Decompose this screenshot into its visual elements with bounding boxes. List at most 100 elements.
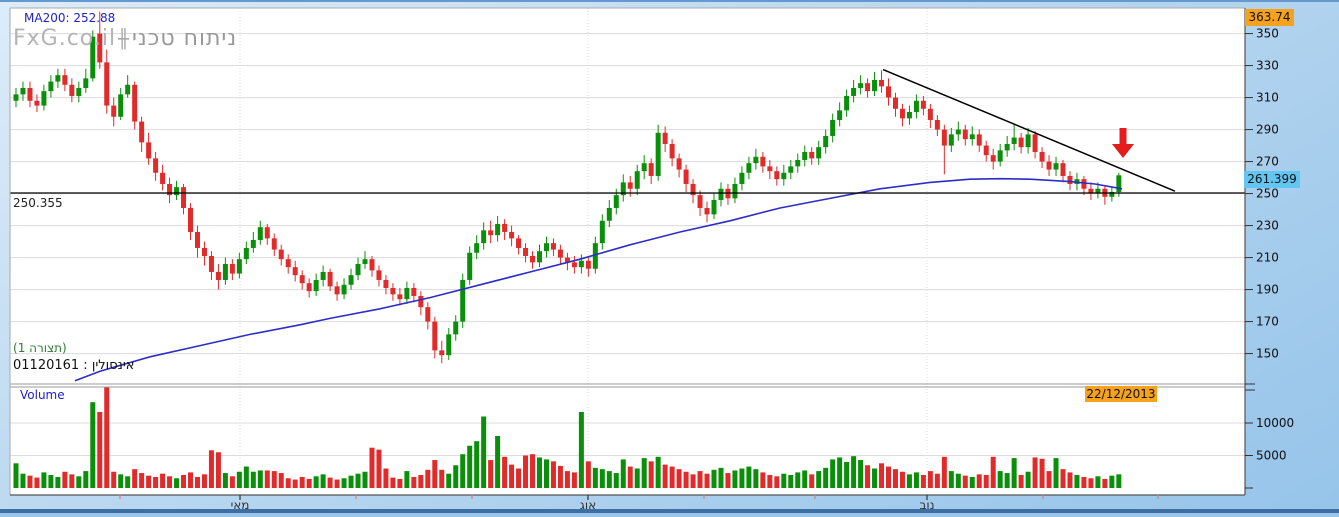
volume-bar bbox=[278, 473, 284, 488]
volume-bar bbox=[1018, 475, 1024, 488]
volume-bar bbox=[550, 461, 556, 488]
volume-bar bbox=[585, 461, 591, 488]
candle-body bbox=[704, 207, 710, 215]
candle-body bbox=[55, 75, 61, 82]
candle-body bbox=[899, 108, 905, 119]
month-label: מאי bbox=[231, 498, 250, 512]
volume-bar bbox=[830, 459, 836, 488]
volume-bar bbox=[215, 452, 221, 488]
volume-bar bbox=[906, 474, 912, 488]
candle-body bbox=[97, 33, 103, 63]
volume-bar bbox=[118, 474, 124, 488]
candle-body bbox=[111, 105, 117, 117]
volume-bar bbox=[376, 449, 382, 488]
volume-bar bbox=[1074, 475, 1080, 488]
candle-body bbox=[439, 350, 445, 356]
candle-body bbox=[313, 279, 319, 292]
candle-body bbox=[641, 163, 647, 172]
volume-bar bbox=[718, 467, 724, 488]
price-tick-label: 150 bbox=[1256, 347, 1279, 361]
candle-body bbox=[1039, 151, 1045, 162]
candle-body bbox=[229, 263, 235, 274]
candle-body bbox=[432, 321, 438, 351]
price-tick-label: 230 bbox=[1256, 219, 1279, 233]
candle-body bbox=[132, 84, 138, 122]
candle-body bbox=[760, 156, 766, 167]
candle-body bbox=[711, 199, 717, 215]
volume-bar bbox=[823, 467, 829, 488]
candle-body bbox=[446, 334, 452, 356]
volume-bar bbox=[1004, 473, 1010, 488]
candle-body bbox=[1081, 179, 1087, 189]
volume-bar bbox=[676, 469, 682, 488]
candle-body bbox=[20, 87, 26, 95]
candle-body bbox=[837, 110, 843, 120]
candle-body bbox=[941, 129, 947, 146]
volume-bar bbox=[1060, 469, 1066, 488]
candle-body bbox=[613, 195, 619, 208]
candle-body bbox=[753, 156, 759, 164]
volume-bar bbox=[655, 456, 661, 488]
volume-bar bbox=[13, 463, 19, 488]
candle-body bbox=[320, 271, 326, 280]
candle-body bbox=[243, 247, 249, 260]
volume-bar bbox=[139, 473, 145, 488]
support-level-label: 250.355 bbox=[13, 196, 63, 210]
pattern-label: (תצורה 1) bbox=[13, 341, 67, 355]
candle-body bbox=[1109, 191, 1115, 197]
volume-bar bbox=[460, 454, 466, 488]
volume-bar bbox=[913, 472, 919, 488]
candle-body bbox=[578, 260, 584, 268]
candle-body bbox=[697, 195, 703, 208]
volume-bar bbox=[306, 478, 312, 488]
volume-bar bbox=[816, 471, 822, 488]
candle-body bbox=[257, 227, 263, 240]
candle-body bbox=[76, 87, 82, 96]
volume-bar bbox=[892, 469, 898, 488]
volume-bar bbox=[523, 455, 529, 488]
instrument-label: אינסולין : 01120161 bbox=[13, 358, 135, 373]
watermark: FxG.co.il ╫ניתוח טכני bbox=[13, 26, 237, 51]
volume-bar bbox=[425, 469, 431, 488]
window-bottom-edge bbox=[0, 509, 1339, 513]
volume-bar bbox=[886, 466, 891, 488]
volume-bar bbox=[292, 479, 298, 488]
price-tick-label: 270 bbox=[1256, 155, 1279, 169]
volume-bar bbox=[348, 475, 354, 488]
watermark-brand: FxG.co.il bbox=[13, 26, 117, 51]
candle-body bbox=[334, 286, 340, 295]
volume-bar bbox=[760, 472, 766, 488]
volume-bar bbox=[69, 474, 75, 488]
candle-body bbox=[795, 159, 801, 167]
price-tick-label: 310 bbox=[1256, 91, 1279, 105]
candle-body bbox=[502, 223, 508, 232]
volume-bar bbox=[271, 471, 277, 488]
volume-bar bbox=[83, 471, 89, 488]
candle-body bbox=[201, 247, 207, 256]
trend-line bbox=[882, 68, 1176, 192]
candle-body bbox=[34, 100, 40, 106]
candle-body bbox=[236, 259, 242, 274]
candle-body bbox=[879, 79, 885, 87]
volume-bar bbox=[872, 468, 878, 488]
candle-body bbox=[516, 238, 522, 248]
candle-body bbox=[844, 95, 850, 111]
candle-body bbox=[27, 87, 33, 101]
candle-body bbox=[194, 231, 200, 248]
candle-body bbox=[390, 287, 396, 295]
candle-body bbox=[816, 147, 822, 159]
volume-bar bbox=[327, 477, 333, 488]
volume-bar bbox=[509, 464, 515, 488]
candle-body bbox=[851, 87, 857, 96]
volume-bar bbox=[739, 468, 745, 488]
volume-bar bbox=[879, 463, 885, 488]
price-tick-label: 330 bbox=[1256, 59, 1279, 73]
candle-body bbox=[1053, 163, 1059, 170]
candle-body bbox=[606, 207, 612, 221]
volume-bar bbox=[920, 475, 926, 488]
volume-bar bbox=[383, 468, 389, 488]
volume-bar bbox=[236, 471, 242, 488]
volume-bar bbox=[976, 474, 982, 488]
